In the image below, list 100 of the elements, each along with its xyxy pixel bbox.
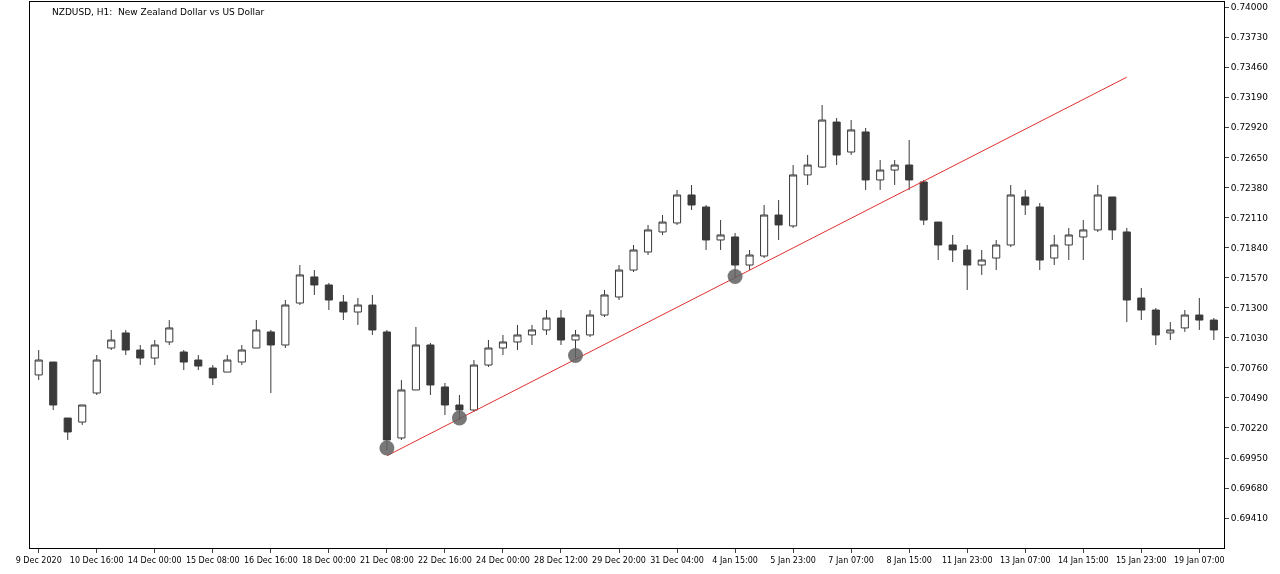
candlestick — [223, 354, 232, 373]
candlestick — [1079, 219, 1088, 261]
y-tick-label: 0.69410 — [1230, 513, 1269, 524]
y-tick-label: 0.69680 — [1230, 483, 1269, 494]
y-tick-label: 0.73730 — [1230, 32, 1269, 43]
y-tick-label: 0.72110 — [1230, 212, 1269, 223]
x-tick-label: 18 Dec 00:00 — [301, 555, 356, 565]
candlestick — [1093, 184, 1102, 233]
y-tick-label: 0.71300 — [1230, 302, 1269, 313]
x-tick-label: 31 Dec 04:00 — [650, 555, 704, 565]
candlestick — [629, 244, 638, 273]
candlestick — [426, 342, 435, 396]
y-tick-label: 0.73460 — [1230, 62, 1269, 73]
point — [379, 440, 395, 456]
y-tick-label: 0.71030 — [1230, 332, 1269, 343]
x-tick-label: 14 Jan 15:00 — [1057, 555, 1109, 565]
candlestick — [1006, 184, 1015, 248]
candlestick — [469, 359, 478, 413]
candlestick — [673, 189, 682, 226]
candlestick — [440, 382, 449, 416]
candlestick — [1021, 189, 1030, 216]
candlestick — [934, 221, 943, 261]
candlestick — [339, 294, 348, 321]
x-tick-label: 19 Jan 07:00 — [1174, 555, 1225, 565]
y-tick-label: 0.70220 — [1230, 423, 1269, 434]
candlestick — [542, 309, 551, 336]
candlestick — [847, 119, 856, 156]
candlestick — [702, 204, 711, 251]
candlestick — [136, 344, 145, 366]
candlestick — [861, 127, 870, 191]
y-tick-label: 0.72650 — [1230, 152, 1269, 163]
candlestick — [1209, 317, 1218, 341]
candlestick — [992, 239, 1001, 271]
y-tick-label: 0.70490 — [1230, 393, 1269, 404]
x-tick-label: 28 Dec 12:00 — [534, 555, 588, 565]
candlestick — [1180, 309, 1189, 333]
x-tick-label: 21 Dec 08:00 — [359, 555, 414, 565]
candlestick — [643, 224, 653, 256]
candlestick — [484, 339, 493, 368]
x-tick-label: 24 Dec 00:00 — [476, 555, 530, 565]
candlestick — [818, 104, 827, 169]
candlestick — [194, 354, 203, 371]
candlestick — [513, 324, 522, 351]
y-tick-label: 0.72920 — [1230, 122, 1269, 133]
candlestick — [252, 319, 261, 349]
candlestick — [919, 179, 928, 226]
candlestick — [92, 354, 101, 396]
y-tick-label: 0.71570 — [1230, 272, 1269, 283]
candlestick — [658, 214, 667, 236]
candlestick — [716, 219, 725, 251]
candlestick — [585, 309, 595, 338]
candlestick — [34, 349, 43, 381]
candlestick — [281, 299, 290, 349]
candlestick — [1035, 202, 1044, 271]
candlestick — [397, 379, 406, 441]
candlestick — [977, 249, 986, 276]
candlestick — [803, 154, 812, 186]
candlestick — [905, 139, 914, 191]
x-tick-label: 15 Jan 23:00 — [1115, 555, 1167, 565]
x-tick-label: 22 Dec 16:00 — [418, 555, 472, 565]
candlestick — [527, 324, 537, 346]
point — [727, 269, 743, 284]
candlestick — [1122, 227, 1131, 323]
candlestick — [556, 309, 566, 346]
candlestick — [237, 344, 246, 366]
x-tick-label: 13 Jan 07:00 — [999, 555, 1051, 565]
y-tick-label: 0.73190 — [1230, 92, 1269, 103]
candlestick — [760, 204, 769, 259]
candlestick — [963, 244, 972, 291]
candlestick — [832, 117, 841, 166]
text: NZDUSD, H1: New Zealand Dollar vs US Dollar — [52, 7, 265, 18]
x-tick-label: 10 Dec 16:00 — [69, 555, 124, 565]
candlestick — [295, 264, 304, 306]
point — [451, 410, 467, 426]
candlestick — [890, 159, 899, 186]
candlestick — [600, 289, 609, 318]
x-tick-label: 16 Dec 16:00 — [243, 555, 298, 565]
y-tick-label: 0.74000 — [1230, 2, 1269, 13]
candlestick — [1151, 307, 1160, 346]
candlestick — [49, 361, 58, 411]
x-tick-label: 14 Dec 00:00 — [127, 555, 182, 565]
candlestick — [1050, 234, 1059, 266]
y-tick-label: 0.71840 — [1230, 242, 1269, 253]
candlestick — [63, 417, 72, 441]
x-tick-label: 29 Dec 20:00 — [592, 555, 646, 565]
candlestick — [745, 249, 754, 271]
x-tick-label: 9 Dec 2020 — [15, 555, 62, 565]
candlestick — [614, 264, 624, 301]
candlestick — [1137, 287, 1146, 321]
x-tick-label: 5 Jan 23:00 — [770, 555, 816, 565]
candlestick — [353, 297, 362, 326]
candlestick — [948, 234, 957, 263]
candlestick — [1064, 227, 1073, 261]
candlestick — [368, 294, 377, 336]
candlestick — [179, 349, 188, 371]
y-tick-label: 0.72380 — [1230, 182, 1269, 193]
candlestick — [310, 269, 319, 296]
point — [568, 348, 583, 364]
candlestick — [208, 364, 217, 386]
candlestick — [165, 319, 174, 346]
